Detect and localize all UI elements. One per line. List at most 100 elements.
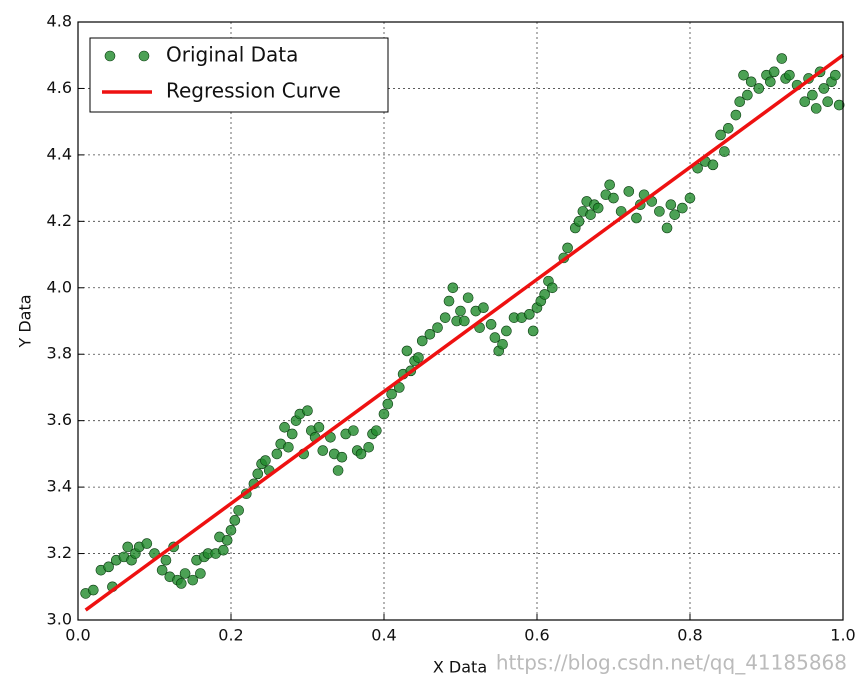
data-point [221,534,233,546]
data-point [279,422,290,433]
data-point [382,398,394,410]
data-point [592,202,604,214]
data-point [833,99,845,111]
data-point [462,292,474,304]
data-point [734,96,746,108]
data-point [260,455,271,466]
data-point [443,295,455,307]
y-axis-label: Y Data [16,294,35,348]
x-tick-label: 1.0 [830,626,855,645]
data-point [424,328,436,340]
data-point [485,319,497,330]
data-point [302,405,313,417]
data-point [393,382,405,393]
data-point [416,335,428,347]
data-point [784,69,795,81]
y-tick-label: 4.2 [47,211,72,230]
legend-box [89,37,389,113]
data-point [413,352,424,363]
data-point [661,222,673,234]
data-point [141,538,153,549]
data-point [88,584,99,596]
data-point [195,568,206,579]
data-point [252,468,264,480]
legend-swatch [138,50,150,62]
data-point [745,76,757,88]
data-point [489,332,501,343]
data-point [677,202,688,214]
data-point [501,325,512,337]
y-tick-label: 3.8 [47,344,72,363]
data-point [585,209,596,220]
data-point [753,83,765,94]
data-point [604,179,615,191]
data-point [378,408,390,420]
data-point [722,123,734,134]
y-tick-label: 3.2 [47,543,72,562]
data-point [439,312,451,323]
data-point [218,544,229,556]
data-point [730,109,742,121]
data-point [707,159,719,171]
legend-label: Regression Curve [166,79,341,103]
data-point [631,212,642,224]
data-point [807,89,818,101]
data-point [348,425,359,436]
regression-line [84,53,845,612]
data-point [546,282,558,294]
data-point [175,578,187,589]
data-point [317,445,329,456]
data-point [830,69,841,81]
data-point [497,338,508,350]
data-point [742,89,753,101]
data-point [271,448,283,460]
y-tick-label: 4.4 [47,144,72,163]
x-tick-label: 0.4 [371,626,396,645]
legend-swatch [104,50,116,62]
data-point [539,289,550,300]
data-point [573,216,585,227]
data-point [562,242,573,254]
data-point [229,515,241,526]
data-point [283,441,294,453]
data-point [524,309,535,320]
data-point [179,568,191,579]
data-point [447,282,459,294]
data-point [386,388,397,400]
y-tick-label: 3.6 [47,410,72,429]
data-point [233,505,244,516]
data-point [225,524,237,536]
data-point [336,451,348,463]
data-point [355,448,367,460]
data-point [665,199,677,211]
data-point [818,83,830,94]
data-point [623,186,635,197]
y-tick-label: 3.4 [47,477,72,496]
legend-label: Original Data [166,43,298,67]
data-point [478,302,489,314]
data-point [765,76,776,88]
watermark: https://blog.csdn.net/qq_41185868 [496,651,847,675]
data-point [103,561,114,573]
data-point [363,441,375,453]
data-point [799,96,811,108]
data-point [669,209,681,220]
data-point [313,422,325,433]
data-point [156,564,168,576]
data-point [608,192,619,204]
data-point [719,146,730,157]
data-point [160,554,172,566]
data-point [768,66,780,78]
data-point [187,574,199,586]
y-tick-label: 4.8 [47,12,72,31]
data-point [810,103,822,114]
data-point [527,325,539,337]
data-point [738,69,749,81]
data-point [432,322,443,333]
data-point [684,192,696,204]
data-point [371,425,382,436]
x-tick-label: 0.6 [524,626,549,645]
x-tick-label: 0.2 [218,626,243,645]
